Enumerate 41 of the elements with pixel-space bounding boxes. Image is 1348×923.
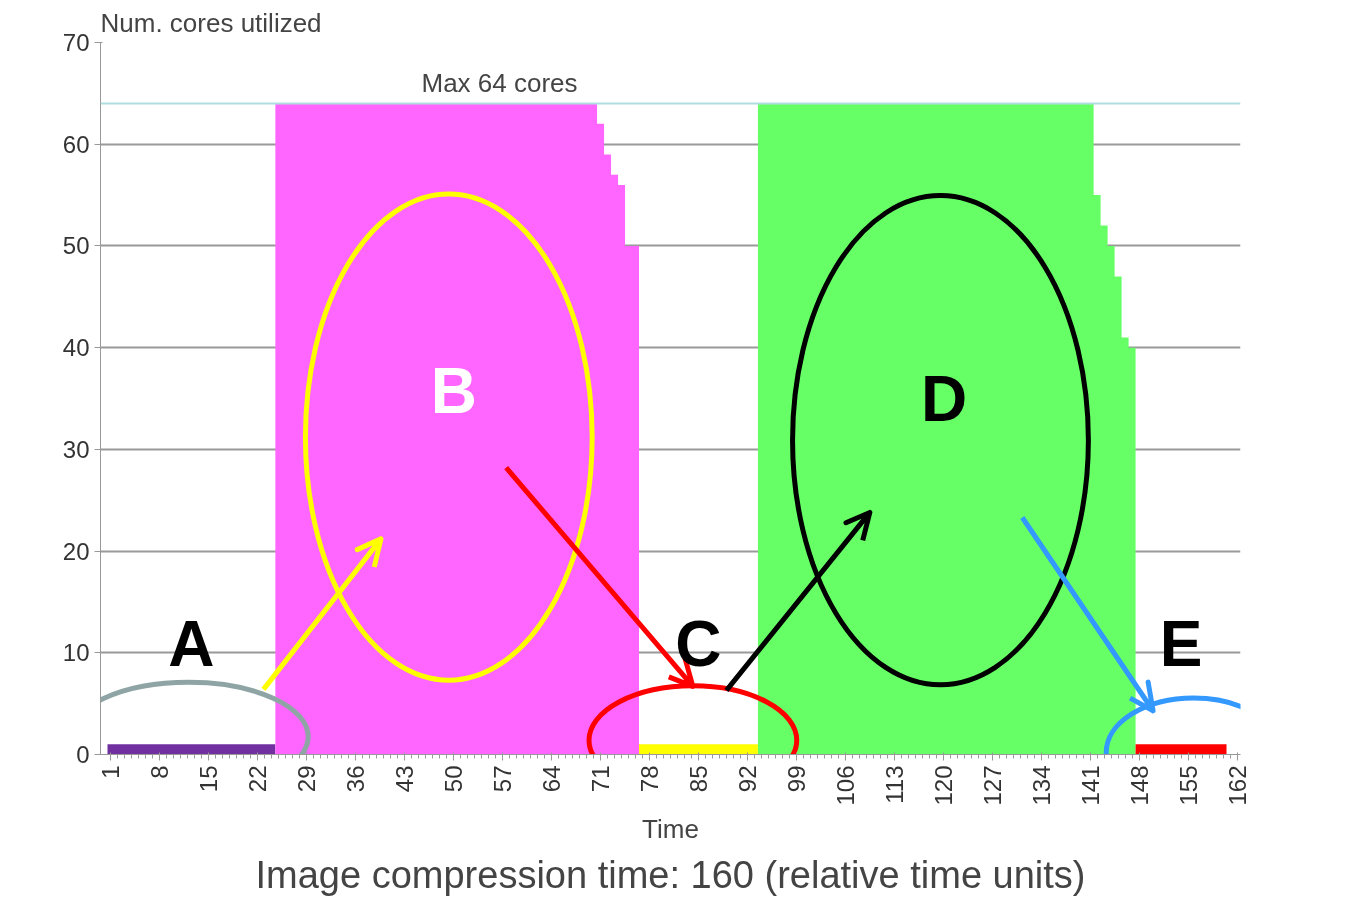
ref-line-label: Max 64 cores	[421, 67, 578, 98]
annotation: B	[430, 355, 478, 428]
y-axis-title: Num. cores utilized	[100, 7, 322, 38]
annotation: C	[675, 608, 722, 681]
y-tick-label: 70	[62, 29, 90, 56]
x-tick-label: 57	[489, 765, 517, 793]
x-tick-label: 36	[342, 765, 370, 793]
x-tick-label: 22	[244, 765, 272, 793]
x-tick-label: 50	[440, 765, 468, 793]
x-tick-label: 64	[538, 765, 566, 793]
x-tick-label: 15	[195, 765, 223, 793]
annotation: E	[1159, 608, 1203, 681]
annotation: D	[920, 362, 968, 435]
y-tick-label: 50	[62, 232, 90, 260]
y-tick-label: 20	[62, 537, 90, 565]
y-tick-label: 10	[62, 639, 90, 667]
annotation: A	[168, 608, 215, 681]
y-tick-label: 40	[62, 334, 90, 362]
x-tick-label: 43	[391, 765, 419, 793]
x-tick-label: 92	[733, 765, 761, 793]
text: Image compression time: 160 (relative time units)	[255, 853, 1086, 896]
x-tick-label: 71	[587, 765, 615, 793]
x-axis-title: Time	[642, 813, 699, 844]
x-tick-label: 134	[1027, 765, 1055, 806]
y-tick-label: 0	[76, 741, 90, 768]
x-tick-label: 106	[831, 765, 859, 806]
x-tick-label: 85	[684, 765, 712, 793]
y-tick-label: 30	[62, 435, 90, 463]
x-tick-label: 141	[1076, 765, 1104, 806]
x-tick-label: 155	[1174, 765, 1202, 806]
x-tick-label: 99	[782, 765, 810, 793]
x-tick-label: 113	[880, 765, 908, 804]
x-tick-label: 148	[1125, 765, 1153, 806]
x-tick-label: 29	[293, 765, 321, 793]
x-tick-label: 127	[978, 765, 1006, 806]
x-tick-label: 8	[146, 765, 174, 779]
y-tick-label: 60	[62, 130, 90, 158]
x-tick-label: 78	[636, 765, 664, 793]
x-tick-label: 120	[929, 765, 957, 806]
x-tick-label: 162	[1223, 765, 1251, 806]
x-tick-label: 1	[97, 765, 125, 779]
